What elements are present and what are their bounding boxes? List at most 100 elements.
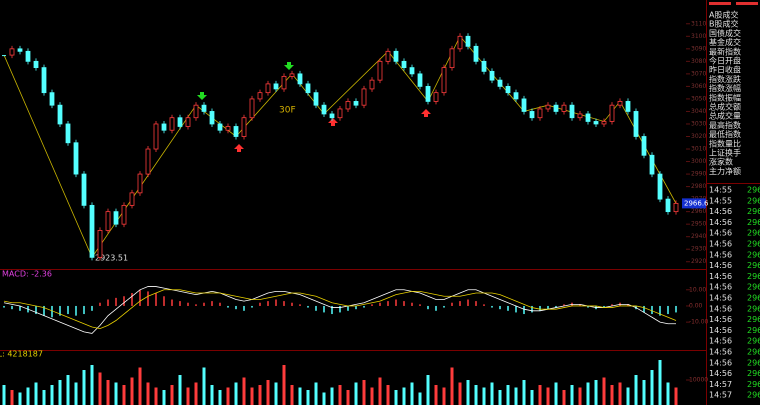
candle [113,211,119,225]
candle [153,123,159,150]
volume-bar [274,382,278,405]
down-arrow [284,62,294,70]
candle [377,60,383,81]
menu-item[interactable]: 最高指数 [709,120,741,130]
time-label: 14:56 [709,218,732,227]
volume-bar [66,375,70,405]
menu-item[interactable]: A股成交 [709,10,738,20]
tick-price: 296 [747,272,760,281]
volume-bar [138,367,142,405]
volume-bar [362,380,366,405]
tab[interactable] [709,2,731,5]
candle [529,111,535,119]
y-tick-label: 3110 [691,20,706,27]
time-label: 14:56 [709,304,732,313]
candle [417,73,423,87]
volume-bar [170,385,174,405]
time-label: 14:56 [709,283,732,292]
candle [129,192,135,206]
volume-bar [82,370,86,405]
volume-bar [194,382,198,405]
y-tick-label: 3000 [691,158,706,165]
volume-bar [250,387,254,405]
volume-bar [186,387,190,405]
menu-item[interactable]: 指数振幅 [709,92,741,102]
tick-price: 296 [747,283,760,292]
tick-price: 296 [747,207,760,216]
candle [305,83,311,94]
candle [409,67,415,75]
candle [393,50,399,62]
menu-item[interactable]: 指数涨幅 [709,83,741,93]
menu-item[interactable]: 上证换手 [709,148,741,158]
volume-bar [346,390,350,405]
volume-bar [242,377,246,405]
tick-price: 296 [747,250,760,259]
menu-item[interactable]: 指数量比 [709,138,741,148]
y-tick-label: 3020 [691,133,706,140]
volume-bar [74,382,78,405]
candle [321,104,327,115]
candle [593,121,599,125]
candle [545,104,551,110]
volume-bar [626,387,630,405]
volume-bar [426,375,430,405]
candle [233,126,239,137]
menu-item[interactable]: 最低指数 [709,129,741,139]
volume-bar [394,390,398,405]
tab[interactable] [736,2,758,5]
candle [185,117,191,127]
tick-price: 296 [747,369,760,378]
time-label: 14:56 [709,358,732,367]
time-label: 14:56 [709,337,732,346]
candle [441,67,447,94]
candle [81,173,87,206]
time-label: 14:56 [709,207,732,216]
candle [457,35,463,50]
menu-item[interactable]: B股成交 [709,19,739,29]
candle [617,101,623,106]
candle [537,108,543,119]
time-label: 14:56 [709,240,732,249]
candle [281,75,287,90]
menu-item[interactable]: 最新指数 [709,46,741,56]
candle [265,83,271,94]
candle [329,113,335,119]
menu-item[interactable]: 指数涨跌 [709,74,741,84]
menu-item[interactable]: 总成交额 [709,102,741,112]
y-tick-label: 10.00 [689,286,706,293]
volume-bar [506,385,510,405]
volume-bar [146,382,150,405]
y-tick-label: 2990 [691,171,706,178]
candle [345,101,351,110]
volume-bar [434,385,438,405]
y-tick-label: 10000 [689,377,708,384]
menu-item[interactable]: 主力净额 [709,166,741,176]
y-tick-label: 2960 [691,208,706,215]
candle [121,204,127,225]
volume-bar [402,387,406,405]
candle [241,117,247,137]
candle [401,60,407,69]
volume-bar [458,382,462,405]
menu-item[interactable]: 今日开盘 [709,56,741,66]
candle [561,104,567,112]
candle [481,60,487,72]
menu-item[interactable]: 总成交量 [709,111,741,121]
volume-bar [154,387,158,405]
menu-item[interactable]: 国债成交 [709,28,741,38]
menu-item[interactable]: 涨家数 [709,157,733,167]
volume-bar [602,377,606,405]
menu-item[interactable]: 昨日收盘 [709,65,741,75]
volume-bar [378,377,382,405]
candle [57,104,63,125]
time-label: 14:56 [709,369,732,378]
volume-bar [658,360,662,405]
up-arrow [421,109,431,117]
price-label: 2966.6 [684,199,709,207]
candle [89,204,95,258]
time-label: 14:56 [709,294,732,303]
tick-price: 296 [747,358,760,367]
volume-bar [18,392,22,405]
menu-item[interactable]: 基金成交 [709,37,741,47]
